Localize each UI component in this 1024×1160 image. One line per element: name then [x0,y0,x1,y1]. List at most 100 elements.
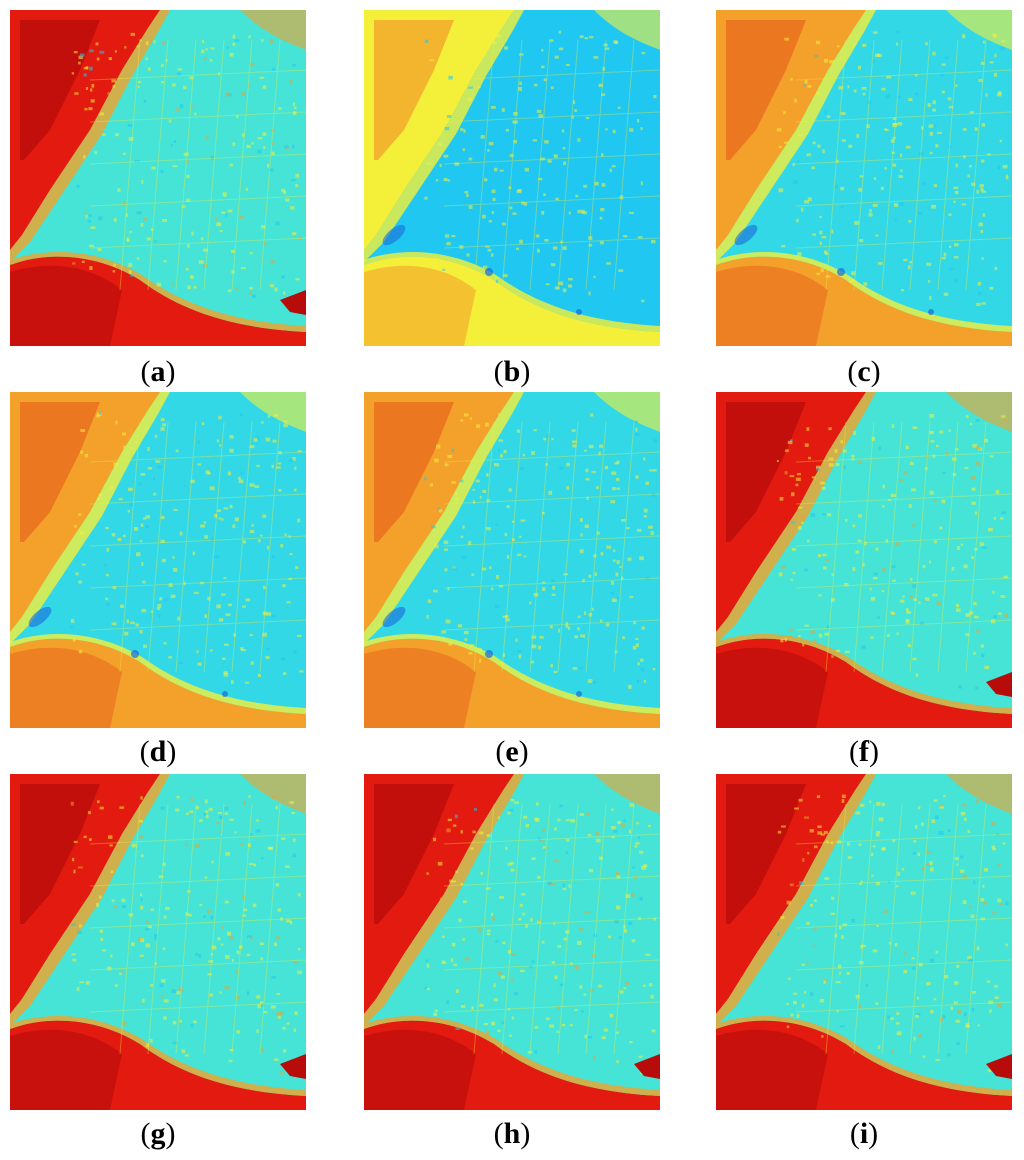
pond-grid [795,803,1012,1055]
speckle-texture [776,414,1009,690]
top-right-patch [240,392,306,432]
upper-left-land-core [20,20,100,160]
top-right-patch [946,774,1012,814]
panel-caption-e: (e) [495,735,529,768]
lower-shore-edge [10,252,306,332]
panel-caption-i: (i) [849,1117,879,1150]
panel-caption-h: (h) [493,1117,531,1150]
riverbank-edge [10,774,170,1026]
panel-letter: d [149,735,167,768]
lower-land-core [10,647,122,728]
speckle-texture [70,412,304,684]
pond-grid [795,421,1012,673]
map-image-a [10,10,306,346]
upper-left-land-core [374,20,454,160]
panel-letter: a [150,355,166,388]
map-image-e [364,392,660,728]
map-image-c [716,10,1012,346]
upper-left-land-core [20,784,100,924]
top-right-patch [594,10,660,50]
upper-left-land-core [20,402,100,542]
right-edge-patch [986,1054,1012,1079]
riverbank-edge [10,10,170,262]
panel-caption-a: (a) [140,355,176,388]
map-panel-e [364,392,660,728]
riverbank-edge [716,774,876,1026]
upper-left-land-core [726,20,806,160]
panel-caption-g: (g) [140,1117,176,1150]
lower-land-core [716,1029,828,1110]
top-right-patch [594,392,660,432]
panel-letter: e [505,735,519,768]
map-panel-b [364,10,660,346]
panel-caption-d: (d) [139,735,177,768]
lower-land-core [364,265,476,346]
riverbank-edge [364,774,524,1026]
lower-shore-edge [10,1016,306,1096]
right-edge-patch [280,1054,306,1079]
top-right-patch [946,392,1012,432]
top-right-patch [946,10,1012,50]
map-image-i [716,774,1012,1110]
top-right-patch [240,10,306,50]
map-image-g [10,774,306,1110]
upper-left-land-core [374,784,454,924]
lower-land-core [716,647,828,728]
lower-land-core [10,265,122,346]
right-edge-patch [986,672,1012,697]
lower-shore-edge [364,1016,660,1096]
map-panel-c [716,10,1012,346]
lower-shore-edge [716,252,1012,332]
panel-letter: f [859,735,869,768]
pond-grid [89,421,306,673]
lower-shore-edge [716,634,1012,714]
panel-caption-c: (c) [847,355,881,388]
upper-left-land-core [726,402,806,542]
lower-shore-edge [364,634,660,714]
map-image-d [10,392,306,728]
speckle-texture [424,798,657,1075]
panel-letter: c [857,355,871,388]
speckle-texture [70,795,303,1075]
lower-land-core [10,1029,122,1110]
riverbank-edge [716,392,876,644]
map-image-f [716,392,1012,728]
right-edge-patch [280,290,306,315]
speckle-texture [777,794,1009,1073]
lower-land-core [364,1029,476,1110]
lower-shore-edge [716,1016,1012,1096]
riverbank-edge [716,10,876,262]
panel-caption-f: (f) [849,735,879,768]
panel-letter: i [859,1117,869,1150]
map-panel-g [10,774,306,1110]
lower-land-core [716,265,828,346]
lower-land-core [364,647,476,728]
map-panel-d [10,392,306,728]
pond-grid [89,39,306,291]
pond-grid [443,39,660,291]
upper-left-land-core [726,784,806,924]
speckle-texture [424,413,658,689]
map-panel-i [716,774,1012,1110]
map-image-b [364,10,660,346]
pond-grid [89,803,306,1055]
lower-shore-edge [364,252,660,332]
pond-grid [443,421,660,673]
riverbank-edge [364,392,524,644]
map-panel-a [10,10,306,346]
riverbank-edge [364,10,524,262]
speckle-texture [776,30,1009,307]
top-right-patch [594,774,660,814]
lower-shore-edge [10,634,306,714]
panel-letter: g [150,1117,166,1150]
panel-letter: h [503,1117,521,1150]
map-panel-f [716,392,1012,728]
upper-left-land-core [374,402,454,542]
speckle-texture [424,30,657,306]
pond-grid [795,39,1012,291]
panel-caption-b: (b) [493,355,531,388]
riverbank-edge [10,392,170,644]
right-edge-patch [634,1054,660,1079]
panel-letter: b [503,355,521,388]
map-panel-h [364,774,660,1110]
